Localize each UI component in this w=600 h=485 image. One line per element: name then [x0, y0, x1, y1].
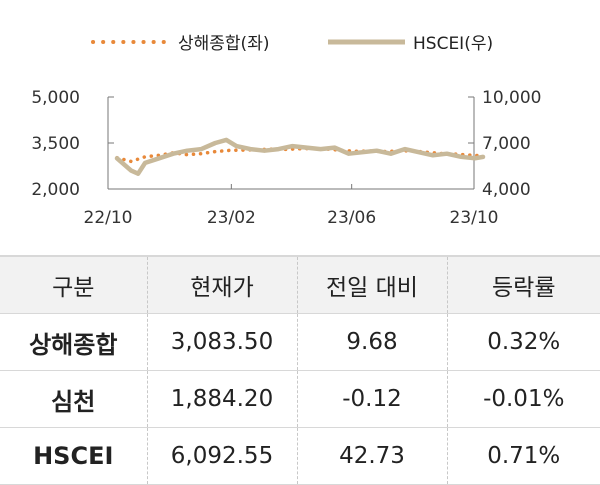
table-row: HSCEI 6,092.55 42.73 0.71%	[0, 427, 600, 485]
price-cell: 1,884.20	[146, 370, 297, 428]
line-chart: 5,000 3,500 2,000 10,000 7,000 4,000 22/10 23/0…	[31, 34, 541, 228]
y-right-tick-label: 4,000	[482, 180, 531, 200]
change-cell: -0.12	[296, 370, 447, 428]
rate-cell: 0.71%	[446, 427, 600, 485]
change-cell: 9.68	[296, 313, 447, 371]
header-price: 현재가	[146, 255, 297, 314]
row-label: 심천	[0, 370, 147, 428]
y-right-tick-label: 7,000	[482, 134, 531, 154]
table-header-row: 구분 현재가 전일 대비 등락률	[0, 255, 600, 314]
legend-label-hscei: HSCEI(우)	[413, 34, 493, 54]
chart-area: 5,000 3,500 2,000 10,000 7,000 4,000 22/10 23/0…	[31, 34, 541, 228]
change-cell: 42.73	[296, 427, 447, 485]
table-row: 심천 1,884.20 -0.12 -0.01%	[0, 370, 600, 428]
x-tick-label: 22/10	[84, 208, 133, 228]
hscei-series-line	[114, 137, 486, 176]
x-tick-label: 23/10	[450, 208, 499, 228]
header-rate: 등락률	[446, 255, 600, 314]
header-category: 구분	[0, 255, 147, 314]
rate-cell: -0.01%	[446, 370, 600, 428]
x-tick-label: 23/02	[207, 208, 256, 228]
y-left-tick-label: 2,000	[31, 180, 80, 200]
row-label: 상해종합	[0, 313, 147, 371]
y-left-tick-label: 3,500	[31, 134, 80, 154]
price-cell: 3,083.50	[146, 313, 297, 371]
legend-label-shanghai: 상해종합(좌)	[178, 34, 269, 54]
row-label: HSCEI	[0, 427, 147, 485]
header-change: 전일 대비	[296, 255, 447, 314]
table-row: 상해종합 3,083.50 9.68 0.32%	[0, 313, 600, 371]
y-right-tick-label: 10,000	[482, 88, 541, 108]
price-cell: 6,092.55	[146, 427, 297, 485]
y-left-tick-label: 5,000	[31, 88, 80, 108]
index-table: 구분 현재가 전일 대비 등락률 상해종합 3,083.50 9.68 0.32…	[0, 255, 600, 485]
rate-cell: 0.32%	[446, 313, 600, 371]
x-tick-label: 23/06	[327, 208, 376, 228]
